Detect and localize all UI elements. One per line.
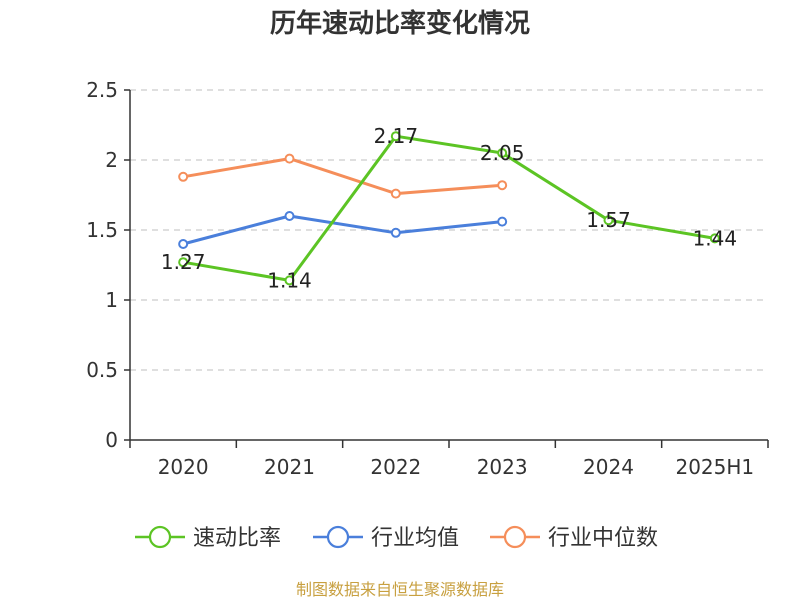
series-point	[284, 153, 295, 164]
data-label: 1.27	[161, 250, 206, 274]
y-tick-label: 0	[105, 428, 118, 452]
series-point	[390, 131, 401, 142]
x-tick-label: 2020	[158, 455, 209, 479]
data-label: 2.17	[374, 124, 419, 148]
data-label: 1.14	[267, 268, 312, 292]
legend-swatch-marker	[503, 525, 527, 549]
y-tick-label: 2.5	[86, 78, 118, 102]
chart-title: 历年速动比率变化情况	[270, 8, 530, 39]
series-line-2	[182, 157, 503, 196]
data-label: 2.05	[480, 141, 525, 165]
legend-label: 速动比率	[193, 526, 281, 551]
series-layer	[178, 131, 720, 286]
source-note: 制图数据来自恒生聚源数据库	[296, 580, 504, 599]
series-point	[178, 171, 189, 182]
x-tick-label: 2024	[583, 455, 634, 479]
legend-swatch-marker	[326, 525, 350, 549]
series-point	[497, 148, 508, 158]
x-tick-label: 2023	[477, 455, 528, 479]
legend-label: 行业中位数	[548, 526, 658, 551]
y-tick-label: 0.5	[86, 358, 118, 382]
series-point	[284, 275, 295, 286]
series-point	[603, 215, 614, 226]
series-point	[390, 188, 401, 199]
data-label: 1.57	[586, 208, 631, 232]
x-tick-label: 2022	[370, 455, 421, 479]
legend-label: 行业均值	[371, 526, 459, 551]
axes: 0 0.5 1 1.5 2 2.5 2020 2021 2022 2023 2024 2025H1	[86, 78, 769, 479]
series-point	[390, 227, 401, 238]
series-point	[284, 211, 295, 221]
y-tick-label: 1.5	[86, 218, 118, 242]
series-point	[178, 257, 189, 268]
legend-swatch-marker	[148, 525, 172, 549]
series-point	[709, 233, 720, 244]
series-point	[497, 180, 508, 191]
y-tick-label: 2	[105, 148, 118, 172]
data-label: 1.44	[693, 226, 738, 250]
data-labels: 1.27 1.14 2.17 2.05 1.57 1.44	[161, 124, 737, 292]
series-line-0	[182, 134, 716, 282]
legend: 速动比率 行业均值 行业中位数	[135, 525, 658, 551]
x-tick-label: 2025H1	[675, 455, 754, 479]
series-point	[497, 216, 508, 227]
x-tick-label: 2021	[264, 455, 315, 479]
series-line-1	[182, 214, 503, 246]
y-tick-label: 1	[105, 288, 118, 312]
series-point	[178, 239, 189, 249]
